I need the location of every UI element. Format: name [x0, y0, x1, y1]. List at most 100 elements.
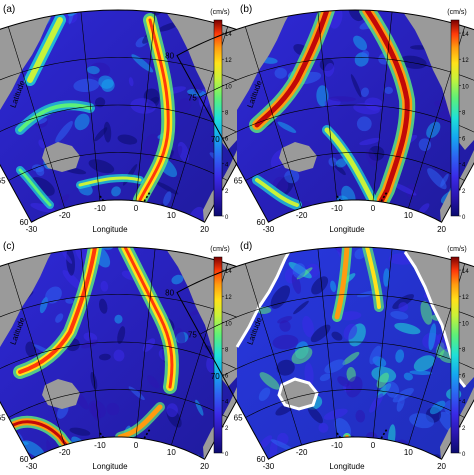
longitude-tick-label: -30: [263, 225, 275, 234]
map-area: [0, 237, 274, 474]
eddy-patch: [346, 376, 363, 398]
section-line: [376, 428, 388, 446]
eddy-patch: [117, 134, 138, 145]
current-jet: [254, 10, 330, 128]
colorbar: [450, 19, 460, 217]
eddy-patch: [276, 359, 295, 376]
current-jet: [365, 247, 381, 309]
greenland-land: [0, 247, 60, 347]
latitude-tick-label: 80: [165, 52, 174, 61]
colorbar-tick-label: 4: [225, 400, 229, 406]
eddy-patch: [356, 116, 372, 132]
eddy-patch: [376, 372, 389, 389]
latitude-line: [222, 341, 474, 377]
eddy-patch: [142, 133, 159, 159]
colorbar-tick-label: 8: [462, 347, 466, 353]
longitude-tick-label: 10: [404, 448, 413, 457]
eddy-patch: [426, 121, 441, 138]
longitude-tick-label: -20: [59, 448, 71, 457]
longitude-line: [80, 11, 101, 201]
longitude-line: [135, 11, 156, 201]
eddy-patch: [259, 372, 280, 390]
latitude-tick-label: 65: [234, 177, 243, 186]
longitude-tick-label: 0: [371, 204, 376, 213]
eddy-patch: [277, 121, 297, 133]
longitude-tick-label: 10: [167, 211, 176, 220]
longitude-tick-label: -10: [94, 204, 106, 213]
colorbar-tick-label: 6: [462, 374, 466, 380]
eddy-patch: [428, 323, 437, 351]
eddy-patch: [69, 427, 91, 436]
eddy-patch: [318, 422, 329, 433]
latitude-tick-label: 75: [188, 330, 197, 339]
eddy-patch: [157, 22, 180, 32]
current-jet: [324, 127, 375, 203]
eddy-patch: [22, 440, 45, 458]
iceland-land: [42, 379, 80, 409]
eddy-patch: [111, 186, 121, 197]
eddy-patch: [343, 323, 358, 340]
longitude-line: [372, 248, 393, 438]
latitude-tick-label: 70: [211, 372, 220, 381]
current-jet: [18, 103, 92, 132]
colorbar-tick-label: 2: [225, 189, 229, 195]
colorbar: [450, 256, 460, 454]
iceland-land: [279, 379, 317, 409]
eddy-patch: [323, 408, 348, 420]
eddy-patch: [413, 355, 435, 372]
eddy-patch: [38, 139, 45, 149]
eddy-patch: [73, 237, 89, 247]
eddy-patch: [279, 320, 291, 332]
latitude-tick-label: 70: [211, 135, 220, 144]
eddy-patch: [164, 220, 181, 223]
colorbar-tick-label: 0: [225, 452, 229, 458]
longitude-line: [244, 263, 302, 446]
iceland-land: [279, 142, 317, 172]
colorbar-tick-label: 8: [225, 110, 229, 116]
eddy-patch: [293, 300, 309, 315]
eddy-patch: [32, 164, 45, 173]
eddy-patch: [310, 324, 331, 343]
colorbar-unit: (cm/s): [447, 9, 466, 16]
longitude-line: [7, 263, 65, 446]
map-frame: [0, 9, 297, 223]
latitude-line: [0, 57, 274, 98]
colorbar-tick-label: 10: [225, 321, 232, 327]
longitude-tick-label: -10: [331, 441, 343, 450]
longitude-tick-label: -20: [59, 211, 71, 220]
eddy-patch: [45, 286, 62, 304]
eddy-patch: [58, 194, 70, 206]
longitude-tick-label: 20: [200, 462, 209, 471]
eddy-patch: [366, 148, 378, 167]
x-axis-label: Longitude: [329, 462, 365, 471]
eddy-patch: [383, 268, 390, 287]
eddy-patch: [337, 376, 350, 387]
eddy-patch: [94, 97, 106, 108]
eddy-patch: [384, 86, 394, 94]
colorbar-tick-label: 10: [462, 321, 469, 327]
latitude-tick-label: 75: [188, 93, 197, 102]
eddy-patch: [387, 458, 405, 460]
eddy-patch: [361, 50, 370, 59]
eddy-patch: [62, 270, 83, 291]
panel-letter: (c): [3, 241, 15, 252]
colorbar-tick-label: 6: [225, 137, 229, 143]
eddy-patch: [399, 55, 427, 69]
longitude-tick-label: 20: [437, 462, 446, 471]
colorbar-tick-label: 0: [462, 215, 466, 221]
eddy-patch: [142, 338, 156, 352]
eddy-patch: [61, 250, 73, 264]
panel-letter: (b): [240, 4, 252, 15]
current-jet: [255, 178, 299, 207]
eddy-patch: [106, 402, 120, 416]
eddy-patch: [81, 339, 99, 349]
eddy-patch: [41, 458, 66, 474]
eddy-patch: [392, 182, 417, 196]
colorbar-tick-label: 2: [462, 426, 466, 432]
longitude-tick-label: -20: [296, 211, 308, 220]
eddy-patch: [171, 274, 184, 285]
longitude-line: [317, 11, 338, 201]
x-axis-label: Longitude: [92, 462, 128, 471]
eddy-patch: [171, 145, 183, 163]
colorbar-tick-label: 14: [462, 32, 469, 38]
